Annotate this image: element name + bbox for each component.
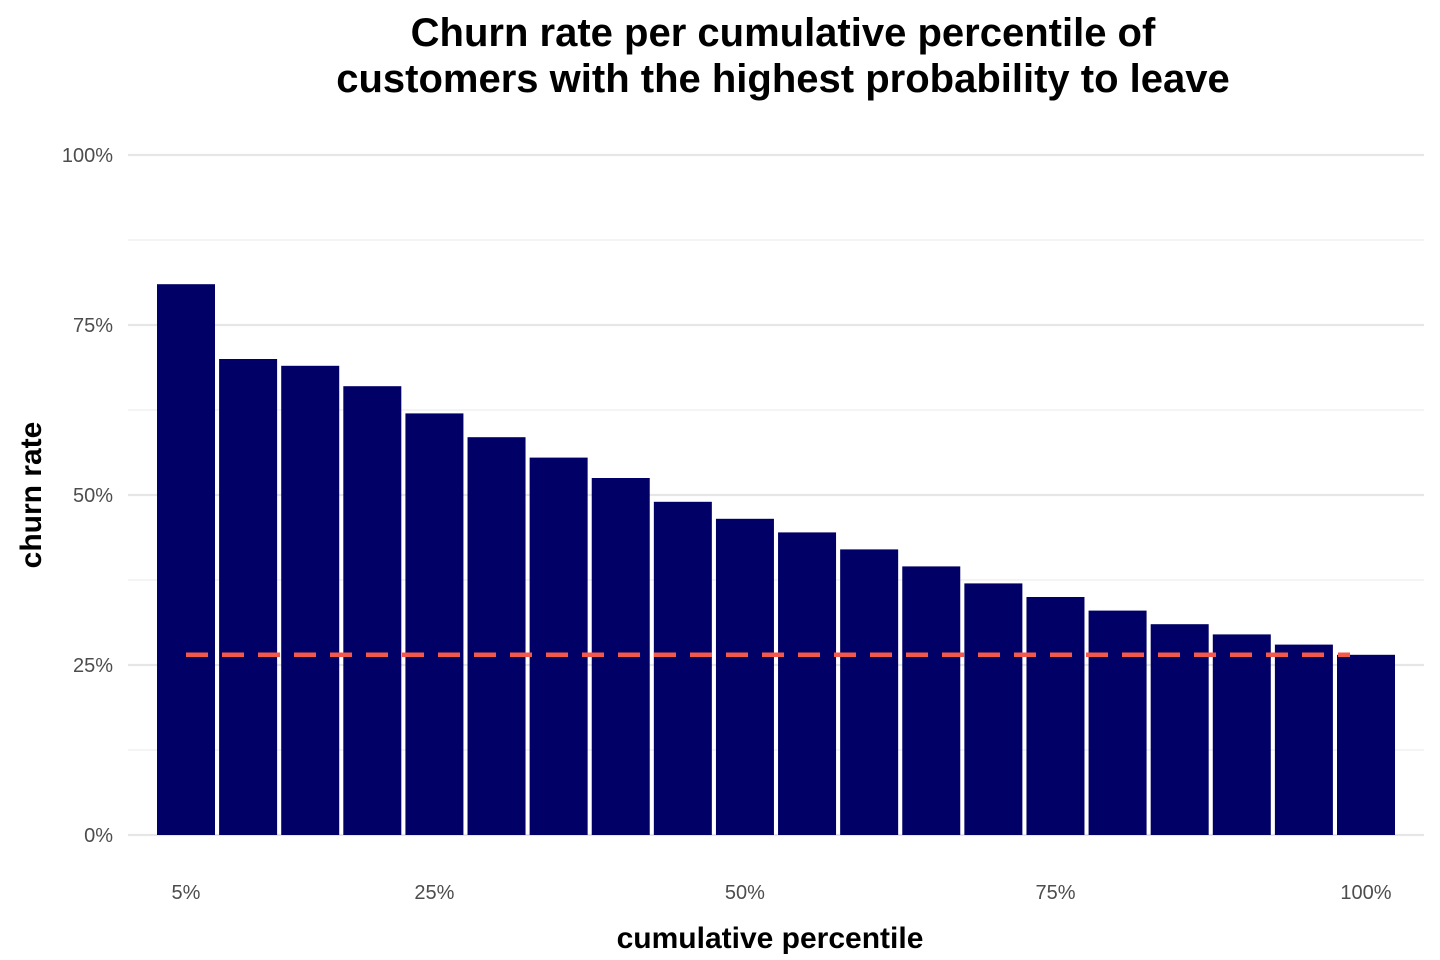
chart-title-line-1: Churn rate per cumulative percentile of — [410, 11, 1156, 55]
bar-65pct — [902, 566, 961, 835]
y-tick-label: 100% — [62, 145, 113, 167]
x-tick-label: 75% — [1035, 882, 1075, 904]
bar-75pct — [1026, 597, 1085, 835]
bar-15pct — [281, 365, 340, 835]
bar-85pct — [1150, 624, 1209, 835]
bar-70pct — [964, 583, 1023, 835]
x-axis-ticks: 5% 25% 50% 75% 100% — [172, 882, 1392, 904]
bar-95pct — [1274, 644, 1333, 835]
y-tick-label: 75% — [73, 315, 113, 337]
x-tick-label: 50% — [725, 882, 765, 904]
bars-layer — [157, 284, 1395, 835]
chart-title-line-2: customers with the highest probability t… — [336, 57, 1230, 101]
y-tick-label: 25% — [73, 655, 113, 677]
bar-100pct — [1337, 654, 1395, 835]
y-tick-label: 50% — [73, 485, 113, 507]
bar-5pct — [157, 284, 215, 835]
x-tick-label: 100% — [1340, 882, 1391, 904]
x-tick-label: 5% — [172, 882, 201, 904]
y-axis-title: churn rate — [15, 422, 48, 569]
x-axis-title: cumulative percentile — [617, 922, 924, 955]
bar-45pct — [653, 501, 712, 835]
bar-80pct — [1088, 610, 1147, 835]
bar-20pct — [343, 386, 402, 835]
bar-55pct — [778, 532, 837, 835]
chart-title: Churn rate per cumulative percentile of … — [120, 10, 1440, 102]
x-tick-label: 25% — [414, 882, 454, 904]
bar-60pct — [840, 549, 899, 835]
bar-25pct — [405, 413, 464, 835]
bar-35pct — [529, 457, 588, 835]
bar-50pct — [715, 518, 774, 835]
bar-90pct — [1212, 634, 1271, 835]
bar-10pct — [219, 359, 278, 835]
y-axis-ticks: 0% 25% 50% 75% 100% — [62, 145, 113, 847]
y-tick-label: 0% — [84, 825, 113, 847]
bar-30pct — [467, 437, 526, 835]
